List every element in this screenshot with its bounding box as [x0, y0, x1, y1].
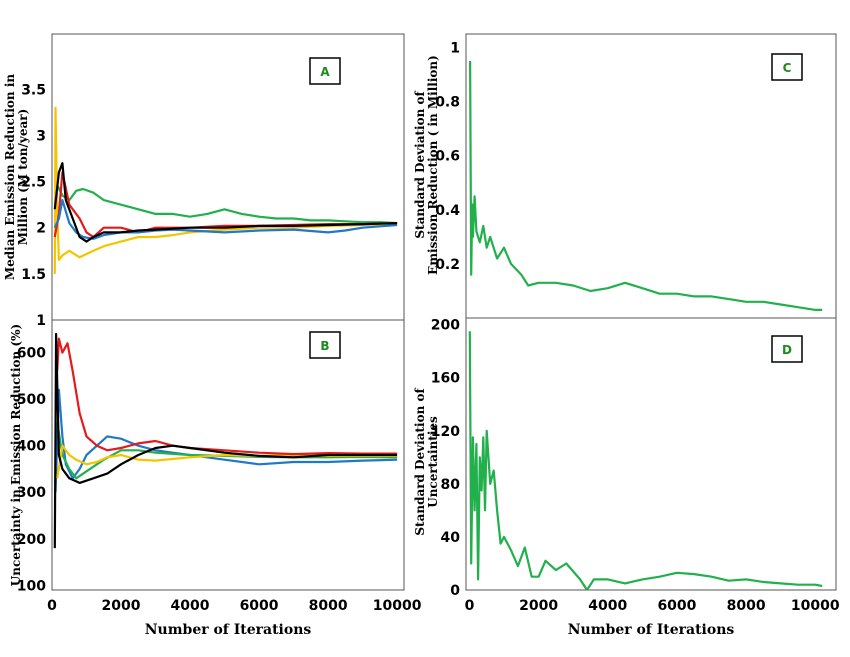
- series-line-b-2: [56, 444, 398, 479]
- x-tick-label-d: 8000: [727, 598, 766, 614]
- y-tick-label-a: 1: [36, 313, 46, 329]
- panel-label-box-a: [309, 57, 341, 85]
- series-line-a-4: [53, 162, 398, 243]
- y-tick-label-a: 2: [36, 221, 46, 237]
- series-line-a-1: [53, 106, 398, 274]
- y-tick-label-d: 0: [450, 583, 460, 599]
- y-tick-label-b: 400: [17, 439, 46, 455]
- y-tick-label-c: 0.8: [435, 95, 460, 111]
- x-tick-label-b: 10000: [373, 598, 422, 614]
- panel-label-d: D: [782, 343, 792, 357]
- series-line-b-4: [53, 332, 398, 549]
- y-tick-label-a: 3: [36, 128, 46, 144]
- y-tick-label-b: 600: [17, 346, 46, 362]
- y-tick-label-d: 160: [431, 371, 460, 387]
- x-tick-label-b: 0: [47, 598, 57, 614]
- y-tick-label-c: 0.4: [435, 203, 460, 219]
- y-tick-label-c: 0.2: [435, 257, 460, 273]
- x-tick-label-b: 6000: [240, 598, 279, 614]
- y-tick-label-d: 200: [431, 318, 460, 334]
- y-tick-label-d: 120: [431, 424, 460, 440]
- y-tick-label-a: 3.5: [21, 82, 46, 98]
- x-tick-label-d: 6000: [657, 598, 696, 614]
- x-tick-label-b: 8000: [309, 598, 348, 614]
- series-line-d-0: [468, 331, 823, 590]
- panel-label-box-b: [309, 331, 341, 359]
- panel-label-c: C: [783, 61, 792, 75]
- series-line-a-0: [54, 181, 398, 225]
- x-tick-label-d: 2000: [519, 598, 558, 614]
- panel-label-box-d: [771, 335, 803, 363]
- y-axis-title-d: Standard Deviation ofUncertainties: [413, 388, 440, 536]
- series-line-a-3: [53, 199, 398, 240]
- x-tick-label-d: 10000: [791, 598, 840, 614]
- y-tick-label-b: 500: [17, 392, 46, 408]
- plot-frame-b: [51, 319, 405, 591]
- series-line-b-3: [56, 337, 398, 456]
- y-tick-label-b: 300: [17, 485, 46, 501]
- y-axis-title-b: Uncertainty in Emission Reduction (%): [9, 324, 23, 586]
- y-tick-label-c: 1: [450, 41, 460, 57]
- panel-label-a: A: [320, 65, 330, 79]
- y-axis-title-c: Standard Deviation ofEmission Reduction …: [413, 55, 440, 275]
- y-axis-title-a: Median Emission Reduction inMillion (M t…: [3, 74, 30, 281]
- y-tick-label-b: 200: [17, 532, 46, 548]
- x-axis-title-b: Number of Iterations: [145, 622, 312, 638]
- y-tick-label-b: 100: [17, 578, 46, 594]
- x-axis-title-d: Number of Iterations: [568, 622, 735, 638]
- series-line-c-0: [469, 60, 823, 311]
- x-tick-label-d: 4000: [588, 598, 627, 614]
- y-tick-label-a: 1.5: [21, 267, 46, 283]
- y-tick-label-c: 0.6: [435, 149, 460, 165]
- panel-label-box-c: [771, 53, 803, 81]
- plot-frame-d: [465, 317, 837, 591]
- series-line-b-0: [54, 388, 398, 493]
- y-tick-label-d: 80: [441, 477, 461, 493]
- x-tick-label-b: 4000: [171, 598, 210, 614]
- plot-frame-a: [51, 33, 405, 321]
- panel-label-b: B: [320, 339, 329, 353]
- y-tick-label-d: 40: [441, 530, 461, 546]
- y-tick-label-a: 2.5: [21, 175, 46, 191]
- x-tick-label-b: 2000: [102, 598, 141, 614]
- x-tick-label-d: 0: [465, 598, 475, 614]
- panel-c: 0.2 0.4 0.6 0.8 1 Standard Deviation ofEmissi…: [413, 33, 837, 319]
